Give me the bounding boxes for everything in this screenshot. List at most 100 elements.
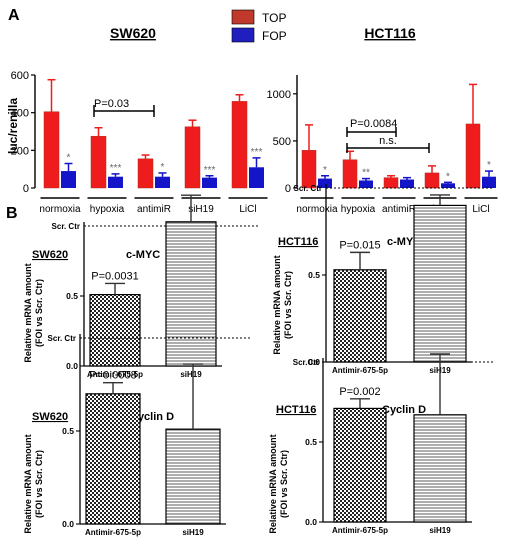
y-tick-label: 0.0 — [66, 361, 78, 371]
bar-top-hypoxia — [342, 159, 358, 189]
significance-fop-normoxia: * — [67, 153, 71, 164]
category-label-siH19: siH19 — [182, 528, 204, 537]
chart-b-hct116-cyclind-title: Cyclin D — [382, 404, 426, 416]
chart-b-sw620-cmyc-title: c-MYC — [126, 249, 160, 261]
group-label-siH19: siH19 — [188, 204, 214, 215]
legend-top-swatch — [231, 9, 255, 25]
chart-b-sw620-cmyc-ylabel-2: (FOI vs Scr. Ctr) — [34, 279, 44, 347]
bar-top-normoxia — [301, 150, 317, 189]
chart-a-hct116-bracket-1 — [346, 127, 397, 137]
y-tick-label: 0.0 — [62, 519, 74, 529]
y-tick-label: 0.5 — [62, 426, 74, 436]
y-tick-label: 0.0 — [305, 517, 317, 527]
group-label-LiCl: LiCl — [239, 204, 256, 215]
category-label-Antimir-675-5p: Antimir-675-5p — [332, 526, 388, 535]
y-tick-label: 400 — [11, 108, 29, 120]
category-label-siH19: siH19 — [180, 370, 202, 379]
scr-ctr-label: Scr. Ctr — [52, 222, 80, 231]
y-tick-label: 500 — [273, 136, 291, 148]
panel-label-a: A — [8, 7, 20, 24]
significance-fop-siH19: *** — [204, 165, 216, 176]
chart-b-sw620-cyclind-cell-line: SW620 — [32, 411, 68, 423]
bar-Antimir-675-5p — [85, 393, 141, 525]
chart-a-hct116-yticks: 0 500 1000 — [267, 75, 298, 195]
bar-top-antimiR — [137, 158, 154, 189]
y-tick-label: 0.0 — [308, 357, 320, 367]
bar-fop-siH19 — [202, 177, 217, 188]
bar-top-LiCl — [465, 123, 481, 189]
chart-b-sw620-cyclind-plot: 0.0 0.5 Scr. Ctr Antimir-675-5p siH19 P=0.000… — [48, 334, 252, 537]
significance-fop-normoxia: * — [323, 165, 327, 176]
chart-a-sw620-title: SW620 — [110, 25, 156, 41]
y-tick-label: 0.5 — [66, 291, 78, 301]
bar-siH19 — [413, 414, 467, 523]
pvalue-label: P=0.015 — [339, 239, 380, 251]
bar-top-antimiR — [383, 177, 399, 189]
chart-a-sw620-pvalue: P=0.03 — [94, 98, 129, 110]
chart-a-hct116-bars: * ** ** — [301, 83, 496, 189]
bar-top-siH19 — [184, 126, 201, 189]
chart-b-hct116-cmyc-ylabel-1: Relative mRNA amount — [272, 255, 282, 354]
scr-ctr-label: Scr. Ctr — [294, 184, 322, 193]
legend: TOP FOP — [231, 9, 287, 43]
pvalue-label: P=0.0031 — [91, 270, 138, 282]
chart-b-sw620-cyclind-ylabel-2: (FOI vs Scr. Ctr) — [34, 450, 44, 518]
bar-fop-normoxia — [318, 178, 332, 188]
bar-siH19 — [413, 204, 467, 363]
chart-b-hct116-cmyc-cell-line: HCT116 — [278, 236, 318, 248]
chart-b-hct116-cmyc: HCT116 c-MYC Relative mRNA amount (FOI v… — [272, 184, 494, 375]
group-label-normoxia: normoxia — [39, 204, 81, 215]
bar-fop-normoxia — [61, 171, 76, 188]
significance-fop-hypoxia: ** — [362, 168, 370, 179]
group-label-LiCl: LiCl — [472, 204, 489, 215]
chart-b-hct116-cyclind-plot: 0.0 0.5 Scr.Ctr Antimir-675-5p siH19 P=0.002 — [293, 353, 494, 535]
chart-b-hct116-cmyc-ylabel-2: (FOI vs Scr. Ctr) — [283, 271, 293, 339]
y-tick-label: 0.5 — [305, 437, 317, 447]
group-label-hypoxia: hypoxia — [90, 204, 125, 215]
chart-b-hct116-cyclind-ylabel-1: Relative mRNA amount — [268, 434, 278, 533]
chart-a-sw620-group-labels: normoxia hypoxia antimiR siH19 LiCl — [39, 197, 268, 215]
y-tick-label: 0.5 — [308, 270, 320, 280]
chart-a-hct116-pvalue: P=0.0084 — [350, 118, 397, 130]
chart-b-hct116-cyclind-cell-line: HCT116 — [276, 404, 316, 416]
significance-fop-hypoxia: *** — [110, 163, 122, 174]
panel-label-b: B — [6, 205, 18, 222]
y-tick-label: 600 — [11, 70, 29, 82]
chart-a-sw620-yticks: 0 200 400 600 — [11, 70, 36, 195]
chart-b-sw620-cmyc-ylabel-1: Relative mRNA amount — [23, 263, 33, 362]
bar-fop-hypoxia — [108, 176, 123, 188]
bar-fop-hypoxia — [359, 180, 373, 188]
significance-fop-antimiR: * — [161, 162, 165, 173]
scr-ctr-label: Scr. Ctr — [48, 334, 76, 343]
group-label-hypoxia: hypoxia — [341, 204, 376, 215]
bar-siH19 — [165, 221, 217, 367]
legend-fop-swatch — [231, 27, 255, 43]
bar-fop-siH19 — [441, 183, 455, 188]
legend-top-label: TOP — [262, 11, 286, 25]
chart-a-hct116-comparisons: P=0.0084 n.s. — [346, 118, 430, 153]
group-label-normoxia: normoxia — [296, 204, 338, 215]
bar-fop-LiCl — [249, 167, 264, 188]
bar-fop-antimiR — [400, 179, 414, 188]
y-tick-label: 0 — [23, 183, 29, 195]
pvalue-label: P=0.0008 — [89, 370, 136, 382]
chart-a-sw620-comparison: P=0.03 — [93, 98, 155, 117]
y-tick-label: 1000 — [267, 89, 291, 101]
chart-a-sw620-ylabel: luc/renilla — [6, 98, 20, 154]
pvalue-label: P=0.002 — [339, 386, 380, 398]
chart-b-hct116-cyclind-ylabel-2: (FOI vs Scr. Ctr) — [279, 450, 289, 518]
chart-b-sw620-cmyc: SW620 c-MYC Relative mRNA amount (FOI vs… — [23, 194, 260, 379]
bar-Antimir-675-5p — [333, 407, 387, 523]
chart-b-hct116-cmyc-title: c-MYC — [387, 236, 421, 248]
category-label-siH19: siH19 — [429, 526, 451, 535]
scr-ctr-label: Scr.Ctr — [293, 358, 319, 367]
significance-fop-LiCl: *** — [251, 147, 263, 158]
bar-Antimir-675-5p — [333, 269, 387, 363]
bar-top-hypoxia — [90, 135, 107, 189]
category-label-Antimir-675-5p: Antimir-675-5p — [87, 370, 143, 379]
bar-top-siH19 — [424, 172, 440, 189]
bar-Antimir-675-5p — [89, 294, 141, 367]
chart-b-sw620-cyclind-title: Cyclin D — [130, 411, 174, 423]
y-tick-label: 0 — [285, 183, 291, 195]
